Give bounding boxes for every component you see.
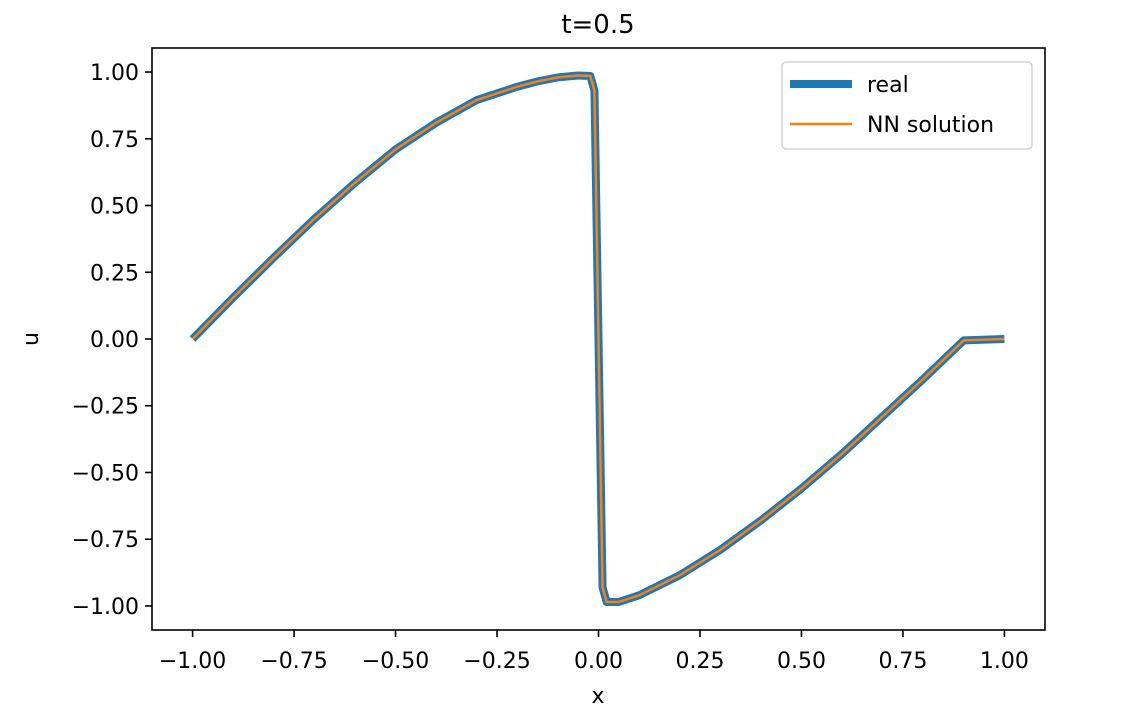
series-line-nn-solution bbox=[191, 74, 1005, 604]
y-tick-label: 0.25 bbox=[90, 261, 139, 286]
x-tick-label: 0.25 bbox=[675, 649, 724, 674]
x-tick-label: 0.50 bbox=[777, 649, 826, 674]
y-axis-title: u bbox=[19, 332, 44, 346]
y-tick-label: −0.50 bbox=[72, 461, 139, 486]
x-tick-label: −1.00 bbox=[159, 649, 226, 674]
x-tick-label: −0.25 bbox=[463, 649, 530, 674]
series-layer bbox=[189, 71, 1005, 606]
y-tick-label: −0.25 bbox=[72, 395, 139, 420]
x-axis-title: x bbox=[591, 684, 604, 709]
legend-label-real: real bbox=[867, 73, 909, 98]
x-tick-label: −0.50 bbox=[362, 649, 429, 674]
y-tick-label: 0.00 bbox=[90, 328, 139, 353]
legend-label-nn-solution: NN solution bbox=[867, 113, 994, 138]
y-tick-label: −0.75 bbox=[72, 528, 139, 553]
chart-title: t=0.5 bbox=[561, 10, 634, 40]
y-tick-label: 0.75 bbox=[90, 128, 139, 153]
y-tick-label: −1.00 bbox=[72, 595, 139, 620]
x-tick-label: 0.00 bbox=[574, 649, 623, 674]
x-axis: −1.00 −0.75 −0.50 −0.25 0.00 0.25 0.50 0.75 1.00 bbox=[159, 630, 1029, 674]
x-tick-label: 1.00 bbox=[980, 649, 1029, 674]
y-tick-label: 1.00 bbox=[90, 61, 139, 86]
x-tick-label: −0.75 bbox=[260, 649, 327, 674]
legend: real NN solution bbox=[781, 61, 1033, 150]
x-tick-label: 0.75 bbox=[878, 649, 927, 674]
y-axis: 1.00 0.75 0.50 0.25 0.00 −0.25 −0.50 −0.75 −1.00 bbox=[72, 61, 152, 620]
y-tick-label: 0.50 bbox=[90, 195, 139, 220]
